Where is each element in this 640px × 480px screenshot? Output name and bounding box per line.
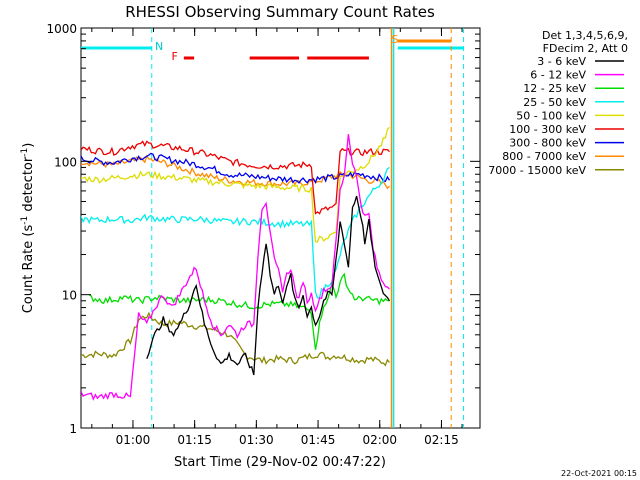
- legend-header: Det 1,3,4,5,6,9,: [542, 29, 628, 42]
- marker-layer: [81, 28, 465, 428]
- legend-label: 3 - 6 keV: [537, 55, 586, 68]
- x-tick-label: 01:00: [116, 433, 151, 447]
- x-tick-label: 02:15: [424, 433, 459, 447]
- y-tick-label: 1000: [46, 22, 77, 36]
- legend-label: 12 - 25 keV: [523, 82, 586, 95]
- x-tick-label: 01:15: [177, 433, 212, 447]
- plot-frame: [80, 27, 481, 429]
- x-axis-label: Start Time (29-Nov-02 00:47:22): [174, 455, 386, 470]
- legend-label: 800 - 7000 keV: [502, 150, 586, 163]
- y-tick-label: 100: [54, 155, 77, 169]
- x-tick-label: 02:00: [362, 433, 397, 447]
- legend-label: 50 - 100 keV: [516, 109, 586, 122]
- x-axis: 01:00 01:15 01:30 01:45 02:00 02:15: [91, 28, 463, 447]
- annotation-label: N: [155, 40, 163, 53]
- footer-timestamp: 22-Oct-2021 00:15: [561, 469, 637, 478]
- series-line: [146, 195, 391, 376]
- y-axis: 1 10 100 1000: [46, 22, 480, 436]
- series-line: [81, 140, 390, 215]
- legend-header: FDecim 2, Att 0: [543, 42, 628, 55]
- legend-label: 300 - 800 keV: [509, 137, 586, 150]
- legend: Det 1,3,4,5,6,9,FDecim 2, Att 03 - 6 keV…: [488, 29, 628, 177]
- annotation-layer: NF S: [155, 33, 399, 63]
- y-axis-label-sup2: -1: [20, 148, 30, 157]
- legend-label: 100 - 300 keV: [509, 123, 586, 136]
- y-tick-label: 1: [69, 422, 77, 436]
- series-line: [81, 311, 391, 367]
- series-line: [88, 272, 390, 350]
- y-axis-label: Count Rate (s-1 detector-1): [20, 143, 36, 314]
- y-axis-label-end: ): [21, 143, 36, 148]
- annotation-label: F: [171, 50, 177, 63]
- series-line: [81, 134, 390, 401]
- legend-label: 6 - 12 keV: [530, 69, 586, 82]
- y-axis-label-main: Count Rate (s: [21, 225, 36, 314]
- y-axis-label-sup1: -1: [20, 216, 30, 225]
- legend-label: 25 - 50 keV: [523, 96, 586, 109]
- y-axis-label-mid: detector: [21, 156, 36, 216]
- x-tick-label: 01:30: [239, 433, 274, 447]
- legend-label: 7000 - 15000 keV: [488, 164, 586, 177]
- x-tick-label: 01:45: [301, 433, 336, 447]
- series-line: [81, 166, 390, 299]
- y-tick-label: 10: [62, 289, 77, 303]
- chart-title: RHESSI Observing Summary Count Rates: [125, 3, 435, 21]
- annotation-label: S: [392, 33, 399, 46]
- series-layer: [81, 126, 391, 401]
- series-line: [81, 126, 390, 243]
